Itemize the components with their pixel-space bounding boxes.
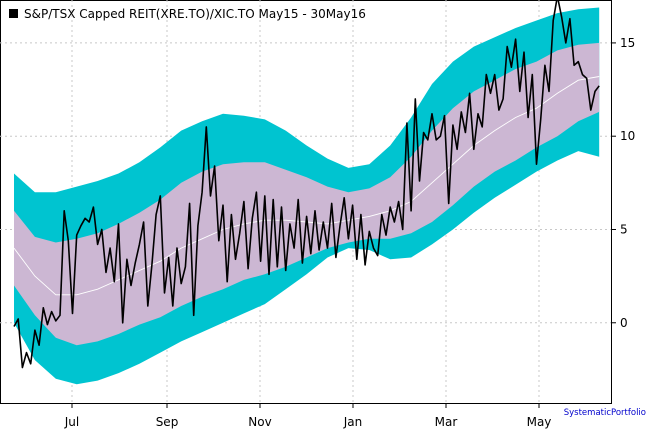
credit-label: SystematicPortfolio <box>564 408 646 418</box>
price-ratio-line <box>13 0 600 369</box>
axes: Jul Sep Nov Jan Mar May 0 5 10 15 <box>64 36 636 429</box>
x-tick-label-1: Sep <box>156 415 179 429</box>
legend: S&P/TSX Capped REIT(XRE.TO)/XIC.TO May15… <box>9 7 366 21</box>
x-tick-label-2: Nov <box>248 415 271 429</box>
series-layer <box>13 0 600 369</box>
x-tick-label-5: May <box>527 415 552 429</box>
y-tick-label-2: 10 <box>620 129 635 143</box>
y-tick-label-0: 0 <box>620 316 628 330</box>
y-tick-label-1: 5 <box>620 222 628 236</box>
x-tick-label-3: Jan <box>343 415 363 429</box>
legend-swatch <box>9 9 18 18</box>
x-tick-label-0: Jul <box>64 415 79 429</box>
inner-band <box>14 42 600 346</box>
chart-title: S&P/TSX Capped REIT(XRE.TO)/XIC.TO May15… <box>24 7 366 21</box>
x-tick-label-4: Mar <box>435 415 458 429</box>
y-tick-label-3: 15 <box>620 36 635 50</box>
